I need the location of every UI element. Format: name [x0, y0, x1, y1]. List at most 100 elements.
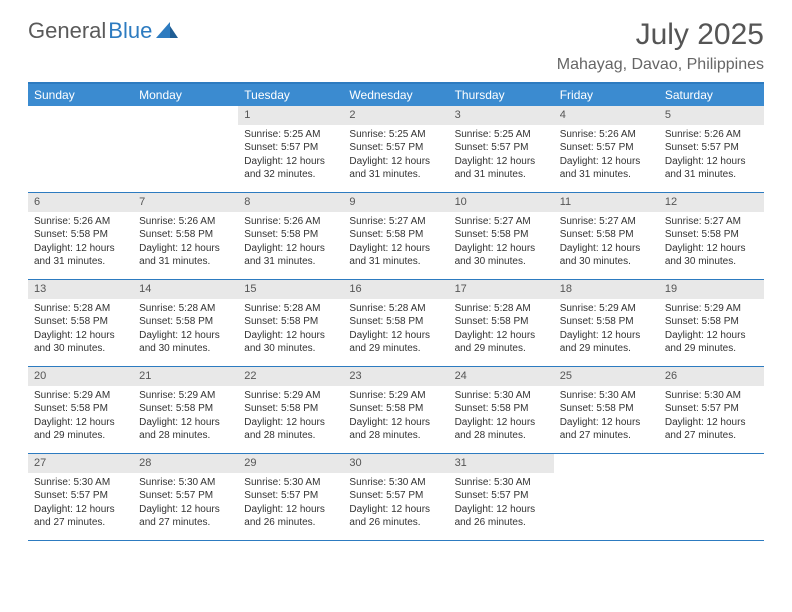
day-cell: 8Sunrise: 5:26 AMSunset: 5:58 PMDaylight…: [238, 193, 343, 279]
day-number: 13: [28, 280, 133, 299]
weekday-header: Tuesday: [238, 84, 343, 106]
sunrise-text: Sunrise: 5:29 AM: [665, 302, 758, 316]
sunrise-text: Sunrise: 5:30 AM: [34, 476, 127, 490]
daylight-text: Daylight: 12 hours and 28 minutes.: [349, 416, 442, 443]
sunset-text: Sunset: 5:58 PM: [34, 315, 127, 329]
day-body: Sunrise: 5:29 AMSunset: 5:58 PMDaylight:…: [659, 299, 764, 362]
day-cell: 18Sunrise: 5:29 AMSunset: 5:58 PMDayligh…: [554, 280, 659, 366]
day-body: Sunrise: 5:26 AMSunset: 5:57 PMDaylight:…: [554, 125, 659, 188]
sunrise-text: Sunrise: 5:29 AM: [560, 302, 653, 316]
daylight-text: Daylight: 12 hours and 29 minutes.: [349, 329, 442, 356]
sunrise-text: Sunrise: 5:26 AM: [560, 128, 653, 142]
day-body: Sunrise: 5:26 AMSunset: 5:58 PMDaylight:…: [133, 212, 238, 275]
daylight-text: Daylight: 12 hours and 27 minutes.: [665, 416, 758, 443]
header: GeneralBlue July 2025 Mahayag, Davao, Ph…: [0, 0, 792, 82]
day-body: Sunrise: 5:29 AMSunset: 5:58 PMDaylight:…: [28, 386, 133, 449]
sunrise-text: Sunrise: 5:30 AM: [665, 389, 758, 403]
daylight-text: Daylight: 12 hours and 28 minutes.: [139, 416, 232, 443]
day-body: Sunrise: 5:27 AMSunset: 5:58 PMDaylight:…: [449, 212, 554, 275]
day-number: 29: [238, 454, 343, 473]
sunset-text: Sunset: 5:58 PM: [244, 228, 337, 242]
day-number: 19: [659, 280, 764, 299]
logo-text-blue: Blue: [108, 18, 152, 44]
day-cell: 14Sunrise: 5:28 AMSunset: 5:58 PMDayligh…: [133, 280, 238, 366]
sunrise-text: Sunrise: 5:28 AM: [455, 302, 548, 316]
day-cell: 28Sunrise: 5:30 AMSunset: 5:57 PMDayligh…: [133, 454, 238, 540]
sunset-text: Sunset: 5:58 PM: [560, 228, 653, 242]
day-cell: [554, 454, 659, 540]
daylight-text: Daylight: 12 hours and 29 minutes.: [560, 329, 653, 356]
sunrise-text: Sunrise: 5:26 AM: [244, 215, 337, 229]
daylight-text: Daylight: 12 hours and 31 minutes.: [34, 242, 127, 269]
sunset-text: Sunset: 5:57 PM: [244, 489, 337, 503]
sunset-text: Sunset: 5:58 PM: [665, 315, 758, 329]
day-cell: [659, 454, 764, 540]
sunset-text: Sunset: 5:58 PM: [34, 228, 127, 242]
day-body: Sunrise: 5:30 AMSunset: 5:58 PMDaylight:…: [554, 386, 659, 449]
sunrise-text: Sunrise: 5:30 AM: [455, 476, 548, 490]
weeks-container: 1Sunrise: 5:25 AMSunset: 5:57 PMDaylight…: [28, 106, 764, 541]
sunset-text: Sunset: 5:58 PM: [139, 402, 232, 416]
day-number: 2: [343, 106, 448, 125]
day-body: Sunrise: 5:28 AMSunset: 5:58 PMDaylight:…: [133, 299, 238, 362]
day-cell: 7Sunrise: 5:26 AMSunset: 5:58 PMDaylight…: [133, 193, 238, 279]
sunset-text: Sunset: 5:57 PM: [34, 489, 127, 503]
daylight-text: Daylight: 12 hours and 31 minutes.: [244, 242, 337, 269]
sunrise-text: Sunrise: 5:27 AM: [349, 215, 442, 229]
day-body: Sunrise: 5:30 AMSunset: 5:57 PMDaylight:…: [659, 386, 764, 449]
day-number: 3: [449, 106, 554, 125]
daylight-text: Daylight: 12 hours and 30 minutes.: [244, 329, 337, 356]
day-cell: 23Sunrise: 5:29 AMSunset: 5:58 PMDayligh…: [343, 367, 448, 453]
daylight-text: Daylight: 12 hours and 30 minutes.: [34, 329, 127, 356]
week-row: 13Sunrise: 5:28 AMSunset: 5:58 PMDayligh…: [28, 280, 764, 367]
daylight-text: Daylight: 12 hours and 29 minutes.: [455, 329, 548, 356]
sunset-text: Sunset: 5:57 PM: [349, 489, 442, 503]
day-body: Sunrise: 5:30 AMSunset: 5:57 PMDaylight:…: [343, 473, 448, 536]
day-body: Sunrise: 5:26 AMSunset: 5:58 PMDaylight:…: [238, 212, 343, 275]
day-cell: 21Sunrise: 5:29 AMSunset: 5:58 PMDayligh…: [133, 367, 238, 453]
sunset-text: Sunset: 5:58 PM: [349, 228, 442, 242]
sunrise-text: Sunrise: 5:27 AM: [560, 215, 653, 229]
sunset-text: Sunset: 5:57 PM: [560, 141, 653, 155]
daylight-text: Daylight: 12 hours and 29 minutes.: [665, 329, 758, 356]
sunrise-text: Sunrise: 5:30 AM: [560, 389, 653, 403]
day-number: 14: [133, 280, 238, 299]
daylight-text: Daylight: 12 hours and 27 minutes.: [139, 503, 232, 530]
day-number: 31: [449, 454, 554, 473]
day-number: 18: [554, 280, 659, 299]
daylight-text: Daylight: 12 hours and 26 minutes.: [455, 503, 548, 530]
sunset-text: Sunset: 5:58 PM: [455, 315, 548, 329]
week-row: 1Sunrise: 5:25 AMSunset: 5:57 PMDaylight…: [28, 106, 764, 193]
day-cell: 15Sunrise: 5:28 AMSunset: 5:58 PMDayligh…: [238, 280, 343, 366]
day-number: 8: [238, 193, 343, 212]
sunset-text: Sunset: 5:57 PM: [455, 141, 548, 155]
day-number: 26: [659, 367, 764, 386]
day-body: Sunrise: 5:28 AMSunset: 5:58 PMDaylight:…: [28, 299, 133, 362]
logo: GeneralBlue: [28, 18, 178, 44]
daylight-text: Daylight: 12 hours and 30 minutes.: [665, 242, 758, 269]
day-cell: 20Sunrise: 5:29 AMSunset: 5:58 PMDayligh…: [28, 367, 133, 453]
day-number: 28: [133, 454, 238, 473]
day-cell: 1Sunrise: 5:25 AMSunset: 5:57 PMDaylight…: [238, 106, 343, 192]
day-body: Sunrise: 5:30 AMSunset: 5:58 PMDaylight:…: [449, 386, 554, 449]
daylight-text: Daylight: 12 hours and 32 minutes.: [244, 155, 337, 182]
day-number: 1: [238, 106, 343, 125]
day-cell: 11Sunrise: 5:27 AMSunset: 5:58 PMDayligh…: [554, 193, 659, 279]
day-cell: 4Sunrise: 5:26 AMSunset: 5:57 PMDaylight…: [554, 106, 659, 192]
day-cell: 17Sunrise: 5:28 AMSunset: 5:58 PMDayligh…: [449, 280, 554, 366]
day-body: Sunrise: 5:28 AMSunset: 5:58 PMDaylight:…: [449, 299, 554, 362]
day-cell: 29Sunrise: 5:30 AMSunset: 5:57 PMDayligh…: [238, 454, 343, 540]
day-number: 15: [238, 280, 343, 299]
daylight-text: Daylight: 12 hours and 26 minutes.: [349, 503, 442, 530]
logo-text-general: General: [28, 18, 106, 44]
sunset-text: Sunset: 5:57 PM: [244, 141, 337, 155]
day-cell: 13Sunrise: 5:28 AMSunset: 5:58 PMDayligh…: [28, 280, 133, 366]
day-body: Sunrise: 5:29 AMSunset: 5:58 PMDaylight:…: [343, 386, 448, 449]
day-number: 21: [133, 367, 238, 386]
day-number: 17: [449, 280, 554, 299]
day-cell: 2Sunrise: 5:25 AMSunset: 5:57 PMDaylight…: [343, 106, 448, 192]
calendar: Sunday Monday Tuesday Wednesday Thursday…: [28, 82, 764, 541]
daylight-text: Daylight: 12 hours and 28 minutes.: [455, 416, 548, 443]
day-body: Sunrise: 5:27 AMSunset: 5:58 PMDaylight:…: [343, 212, 448, 275]
day-cell: 19Sunrise: 5:29 AMSunset: 5:58 PMDayligh…: [659, 280, 764, 366]
